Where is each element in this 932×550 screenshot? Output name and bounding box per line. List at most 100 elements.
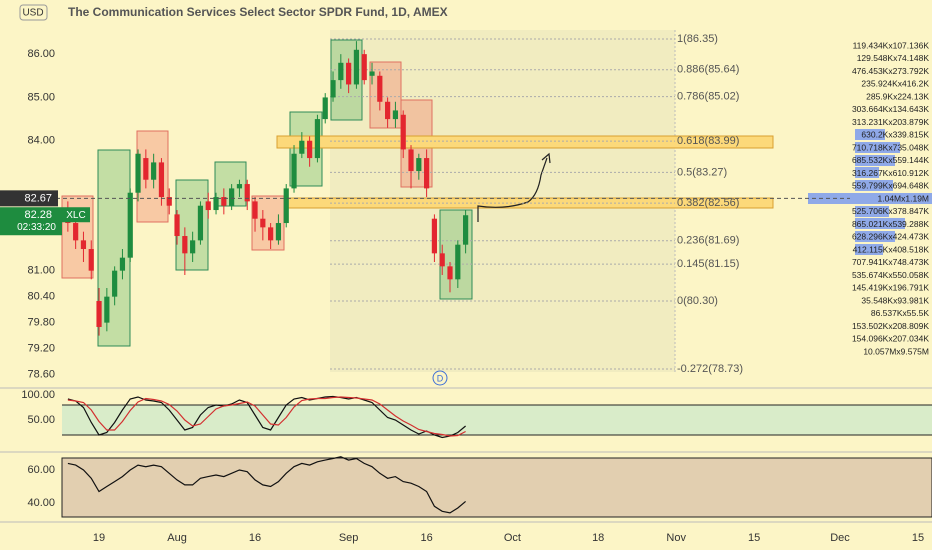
- dividend-label: D: [437, 373, 444, 383]
- fib-label: 0.786(85.02): [677, 90, 739, 102]
- volume-profile-label: 865.021Kx539.288K: [852, 219, 929, 229]
- y-tick-label: 60.00: [27, 464, 55, 476]
- y-tick-label: 100.00: [21, 389, 55, 401]
- volume-profile-label: 119.434Kx107.136K: [853, 40, 930, 50]
- candle-body: [346, 62, 352, 85]
- symbol-tag: [62, 207, 90, 223]
- x-tick-label: Oct: [504, 532, 521, 544]
- volume-profile-label: 154.096Kx207.034K: [852, 334, 929, 344]
- volume-bar: [855, 231, 895, 242]
- volume-bar: [808, 193, 932, 204]
- fib-label: 0(80.30): [677, 295, 718, 307]
- volume-profile-label: 535.674Kx550.058K: [852, 270, 929, 280]
- x-tick-label: Aug: [167, 532, 187, 544]
- dividend-marker: [432, 370, 448, 386]
- candle-body: [268, 227, 274, 241]
- countdown: 02:33:20: [17, 222, 56, 233]
- candle-body: [96, 300, 102, 327]
- candle-body: [408, 149, 414, 172]
- x-tick-label: Nov: [666, 532, 686, 544]
- pane-fill: [61, 457, 932, 518]
- volume-profile-label: 145.419Kx196.791K: [852, 283, 929, 293]
- volume-profile-label: 316.267Kx610.912K: [852, 168, 929, 178]
- projection-arrow: [477, 157, 548, 222]
- candle-body: [252, 201, 258, 219]
- candle-body: [119, 257, 126, 271]
- indicator-line: [67, 396, 466, 437]
- indicator-line: [67, 456, 466, 514]
- fib-label: 0.5(83.27): [677, 166, 727, 178]
- candle-body: [416, 158, 422, 172]
- candle-body: [369, 71, 375, 76]
- currency: USD: [22, 8, 43, 19]
- candle-body: [182, 236, 188, 254]
- candle-body: [392, 110, 399, 120]
- candle-body: [112, 270, 118, 297]
- candle-body: [330, 80, 336, 98]
- volume-profile-label: 628.296Kx424.473K: [852, 232, 929, 242]
- x-tick-label: 18: [592, 532, 604, 544]
- candle-body: [104, 296, 110, 323]
- candle-body: [275, 223, 282, 241]
- y-tick-label: 85.00: [27, 91, 55, 103]
- candle-body: [80, 240, 87, 250]
- last-price-label: 82.28: [24, 209, 52, 221]
- y-tick-label: 84.00: [27, 135, 55, 147]
- y-tick-label: 80.40: [27, 291, 55, 303]
- fib-label: 1(86.35): [677, 33, 718, 45]
- fib-label: 0.145(81.15): [677, 258, 739, 270]
- candle-body: [143, 158, 149, 180]
- candle-body: [127, 192, 133, 258]
- arrow-head: [541, 152, 551, 164]
- candle-body: [400, 114, 406, 150]
- volume-profile-label: 10.057Mx9.575M: [863, 346, 929, 356]
- volume-profile-label: 285.9Kx224.13K: [866, 91, 929, 101]
- y-tick-label: 50.00: [27, 414, 55, 426]
- x-tick-label: Sep: [339, 532, 359, 544]
- volume-profile-label: 235.924Kx416.2K: [861, 79, 929, 89]
- x-tick-label: 19: [93, 532, 105, 544]
- volume-bar: [855, 206, 889, 217]
- candle-body: [151, 162, 157, 180]
- volume-bar: [855, 180, 893, 191]
- candle-body: [229, 188, 235, 206]
- price-tag: [0, 190, 58, 207]
- last-price-tag: [0, 207, 62, 236]
- volume-bar: [855, 142, 900, 153]
- green-box: [175, 179, 209, 271]
- fib-label: 0.382(82.56): [677, 197, 739, 209]
- volume-bars: [808, 129, 932, 255]
- y-tick-label: 79.80: [27, 317, 55, 329]
- price-tag-label: 82.67: [24, 192, 52, 204]
- volume-profile-label: 86.537Kx55.5K: [871, 308, 929, 318]
- volume-profile-label: 129.548Kx74.148K: [857, 53, 930, 63]
- candle-body: [260, 218, 266, 228]
- x-tick-label: Dec: [830, 532, 850, 544]
- candle-body: [244, 184, 250, 202]
- volume-bar: [855, 218, 905, 229]
- currency-box: [19, 4, 48, 21]
- x-tick-label: 15: [912, 532, 924, 544]
- candle-body: [447, 266, 453, 280]
- candle-body: [338, 62, 344, 81]
- candle-body: [221, 197, 227, 206]
- candle-body: [291, 153, 297, 189]
- fib-label: 0.236(81.69): [677, 235, 739, 247]
- candle-body: [377, 75, 383, 102]
- volume-bar: [855, 155, 895, 166]
- green-box: [97, 149, 131, 347]
- volume-bar: [855, 129, 885, 140]
- x-tick-label: 15: [748, 532, 760, 544]
- candle-body: [314, 119, 321, 159]
- volume-profile-label: 685.532Kx559.144K: [852, 155, 929, 165]
- x-tick-label: 16: [420, 532, 432, 544]
- candle-body: [197, 205, 204, 241]
- candle-body: [361, 54, 367, 81]
- candle-body: [213, 197, 219, 211]
- candle-body: [236, 184, 243, 189]
- candle-body: [190, 240, 196, 254]
- candle-body: [455, 244, 461, 280]
- candle-body: [322, 97, 328, 120]
- volume-profile-label: 1.04Mx1.19M: [878, 193, 930, 203]
